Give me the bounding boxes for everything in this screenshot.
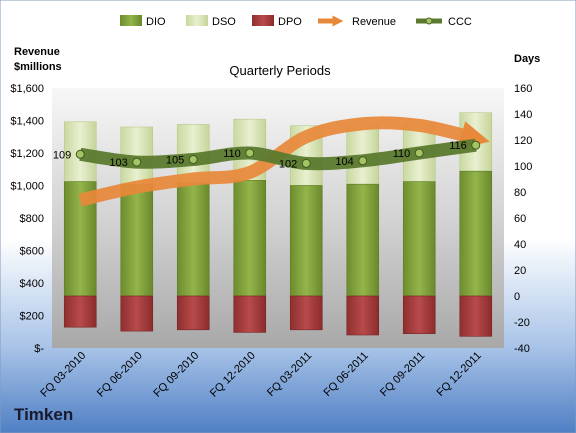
legend: DIO DSO DPO Revenue CCC — [120, 15, 472, 28]
ccc-data-label: 105 — [166, 155, 184, 167]
legend-label-dso: DSO — [212, 16, 236, 28]
left-tick-label: $600 — [20, 246, 44, 258]
right-tick-label: 20 — [514, 265, 526, 277]
legend-item-dio: DIO — [120, 15, 166, 28]
left-tick-label: $1,200 — [10, 148, 44, 160]
ccc-data-label: 102 — [279, 158, 297, 170]
left-tick-label: $800 — [20, 213, 44, 225]
left-axis: $- $200 $400 $600 $800 $1,000 $1,200 $1,400 $1,6… — [10, 83, 44, 355]
ccc-point — [414, 148, 424, 158]
bar-dpo — [176, 295, 210, 331]
bar-dpo — [459, 295, 493, 337]
lines-layer: 109 103 105 110 102 104 110 116 — [53, 116, 490, 207]
ccc-point — [75, 149, 85, 159]
left-tick-label: $- — [34, 343, 44, 355]
right-tick-label: 60 — [514, 213, 526, 225]
right-tick-label: 100 — [514, 161, 532, 173]
left-axis-title-line1: Revenue — [14, 46, 60, 58]
ccc-point — [245, 148, 255, 158]
right-tick-label: 120 — [514, 135, 532, 147]
right-axis: -40 -20 0 20 40 60 80 100 120 140 160 — [514, 83, 532, 355]
legend-label-dpo: DPO — [278, 16, 302, 28]
left-tick-label: $1,600 — [10, 83, 44, 95]
bar-dpo — [120, 295, 154, 332]
left-axis-title-line2: $millions — [14, 61, 62, 73]
legend-marker-ccc — [425, 17, 433, 25]
legend-item-dpo: DPO — [252, 15, 302, 28]
bar-dpo — [402, 295, 436, 335]
legend-item-ccc: CCC — [416, 16, 472, 28]
left-tick-label: $200 — [20, 311, 44, 323]
legend-label-revenue: Revenue — [352, 16, 396, 28]
bar-dpo — [289, 295, 323, 331]
chart-title: Quarterly Periods — [229, 63, 331, 78]
right-tick-label: 160 — [514, 83, 532, 95]
left-tick-label: $1,400 — [10, 116, 44, 128]
ccc-point — [358, 156, 368, 166]
ccc-point — [471, 140, 481, 150]
ccc-point — [301, 158, 311, 168]
legend-item-dso: DSO — [186, 15, 236, 28]
legend-swatch-dio — [120, 15, 142, 26]
bar-dpo — [346, 295, 380, 336]
legend-swatch-dpo — [252, 15, 274, 26]
right-tick-label: 40 — [514, 239, 526, 251]
bar-dpo — [233, 295, 267, 333]
ccc-data-label: 104 — [335, 156, 353, 168]
bar-dpo — [63, 295, 97, 328]
bar-dio — [120, 183, 154, 297]
bar-dio — [176, 182, 210, 297]
legend-item-revenue: Revenue — [318, 15, 396, 28]
ccc-point — [132, 157, 142, 167]
legend-swatch-dso — [186, 15, 208, 26]
company-name: Timken — [14, 405, 73, 424]
bar-dio — [402, 181, 436, 297]
ccc-line — [79, 138, 477, 171]
bar-dio — [233, 180, 267, 297]
bar-dio — [289, 185, 323, 297]
ccc-data-label: 110 — [223, 148, 241, 160]
right-tick-label: 80 — [514, 187, 526, 199]
legend-label-ccc: CCC — [448, 16, 472, 28]
left-tick-label: $400 — [20, 278, 44, 290]
ccc-data-label: 109 — [53, 149, 71, 161]
right-tick-label: -20 — [514, 317, 530, 329]
right-axis-title: Days — [514, 53, 540, 65]
legend-label-dio: DIO — [146, 16, 166, 28]
left-tick-label: $1,000 — [10, 181, 44, 193]
ccc-data-label: 103 — [109, 157, 127, 169]
ccc-point — [188, 155, 198, 164]
right-tick-label: 140 — [514, 109, 532, 121]
right-tick-label: -40 — [514, 343, 530, 355]
bar-dio — [459, 170, 493, 297]
bar-dio — [346, 183, 380, 297]
right-tick-label: 0 — [514, 291, 520, 303]
ccc-data-label: 110 — [393, 148, 411, 160]
ccc-data-label: 116 — [449, 140, 467, 152]
